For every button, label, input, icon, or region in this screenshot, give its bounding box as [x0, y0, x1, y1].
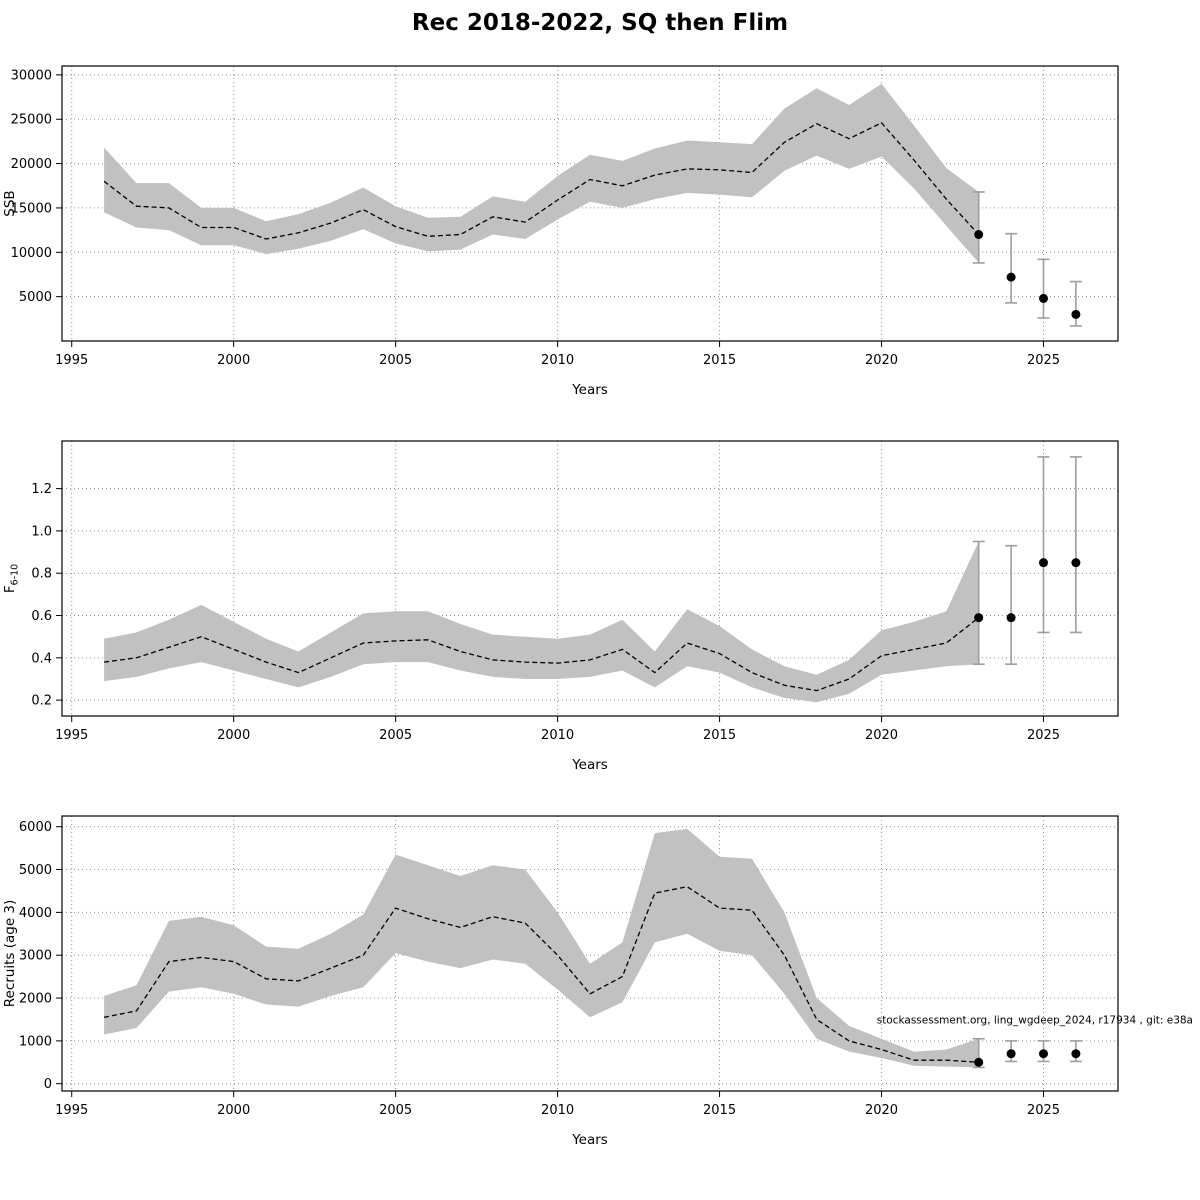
- recruits-y-tick-label: 5000: [19, 863, 52, 878]
- fbar-x-tick-label: 2000: [217, 728, 250, 743]
- fbar-x-tick-label: 2015: [703, 728, 736, 743]
- stockassessment-footnote: stockassessment.org, ling_wgdeep_2024, r…: [877, 1015, 1193, 1027]
- fbar-y-tick-label: 1.0: [31, 524, 52, 539]
- fbar-panel: 1995 2000 2005 2010 2015 2020 2025 0.2 0.4 0.6 0.8…: [0, 421, 1200, 796]
- fbar-x-tick-label: 2025: [1027, 728, 1060, 743]
- ssb-y-axis-label: SSB: [2, 190, 18, 216]
- recruits-forecast-point: [1038, 1049, 1048, 1059]
- ssb-y-tick-label: 20000: [11, 157, 52, 172]
- recruits-y-tick-label: 0: [44, 1077, 52, 1092]
- recruits-y-axis-label: Recruits (age 3): [2, 900, 18, 1008]
- fbar-y-tick-label: 0.2: [31, 694, 52, 709]
- fbar-x-tick-label: 2020: [865, 728, 898, 743]
- recruits-forecast-point: [1071, 1049, 1081, 1059]
- recruits-chart-svg: 1995 2000 2005 2010 2015 2020 2025 0 1000 2000 300…: [2, 815, 1193, 1148]
- recruits-x-tick-label: 2000: [217, 1103, 250, 1118]
- recruits-y-tick-label: 6000: [19, 820, 52, 835]
- fbar-x-axis-label: Years: [571, 757, 608, 773]
- recruits-x-tick-label: 2010: [541, 1103, 574, 1118]
- ssb-x-tick-label: 2010: [541, 353, 574, 368]
- recruits-y-tick-label: 1000: [19, 1034, 52, 1049]
- ssb-plot-box: [61, 65, 1119, 342]
- ssb-y-tick-label: 5000: [19, 290, 52, 305]
- ssb-y-tick-label: 10000: [11, 246, 52, 261]
- recruits-y-tick-label: 3000: [19, 949, 52, 964]
- ssb-confidence-band: [104, 83, 979, 263]
- ssb-chart-svg: 1995 2000 2005 2010 2015 2020 2025 5000 10000 150…: [2, 65, 1119, 398]
- fbar-forecast-points: [972, 456, 1082, 665]
- fbar-y-axis-label: F6-10: [2, 564, 21, 593]
- recruits-forecast-point: [974, 1057, 984, 1067]
- recruits-x-tick-label: 2025: [1027, 1103, 1060, 1118]
- ssb-x-tick-label: 2000: [217, 353, 250, 368]
- ssb-axes: 1995 2000 2005 2010 2015 2020 2025 5000 10000 150…: [2, 68, 1060, 398]
- fbar-chart-svg: 1995 2000 2005 2010 2015 2020 2025 0.2 0.4 0.6 0.8…: [2, 440, 1119, 773]
- recruits-x-axis-label: Years: [571, 1132, 608, 1148]
- fbar-y-tick-label: 0.4: [31, 651, 52, 666]
- fbar-forecast-point: [1006, 613, 1016, 623]
- ssb-y-tick-label: 30000: [11, 68, 52, 83]
- recruits-confidence-band: [104, 828, 979, 1068]
- fbar-y-tick-label: 0.6: [31, 609, 52, 624]
- fbar-x-tick-label: 2005: [379, 728, 412, 743]
- recruits-y-tick-label: 2000: [19, 992, 52, 1007]
- recruits-panel: 1995 2000 2005 2010 2015 2020 2025 0 1000 2000 300…: [0, 796, 1200, 1171]
- ssb-panel: 1995 2000 2005 2010 2015 2020 2025 5000 10000 150…: [0, 46, 1200, 421]
- ssb-y-tick-label: 25000: [11, 113, 52, 128]
- ssb-x-tick-label: 2020: [865, 353, 898, 368]
- ssb-x-tick-label: 2015: [703, 353, 736, 368]
- ssb-forecast-point: [1006, 272, 1016, 282]
- ssb-forecast-point: [974, 230, 984, 240]
- ssb-median-line: [103, 121, 980, 240]
- ssb-x-axis-label: Years: [571, 382, 608, 398]
- ssb-forecast-point: [1071, 309, 1081, 319]
- ssb-x-tick-label: 1995: [55, 353, 88, 368]
- fbar-forecast-point: [974, 613, 984, 623]
- recruits-median-line: [103, 886, 979, 1063]
- fbar-forecast-point: [1038, 558, 1048, 568]
- ssb-x-tick-label: 2005: [379, 353, 412, 368]
- stock-assessment-figure: Rec 2018-2022, SQ then Flim 1995 2000 2005…: [0, 10, 1200, 1171]
- fbar-forecast-point: [1071, 558, 1081, 568]
- recruits-plot-box: [61, 815, 1119, 1092]
- fbar-confidence-band: [104, 541, 979, 703]
- fbar-axes: 1995 2000 2005 2010 2015 2020 2025 0.2 0.4 0.6 0.8…: [2, 482, 1060, 773]
- fbar-y-tick-label: 1.2: [31, 482, 52, 497]
- figure-title: Rec 2018-2022, SQ then Flim: [411, 10, 789, 36]
- recruits-forecast-points: [972, 1037, 1082, 1069]
- fbar-y-tick-label: 0.8: [31, 567, 52, 582]
- ssb-grid: [62, 66, 1118, 341]
- recruits-x-tick-label: 2020: [865, 1103, 898, 1118]
- ssb-forecast-points: [972, 191, 1082, 327]
- recruits-forecast-point: [1006, 1049, 1016, 1059]
- fbar-x-tick-label: 1995: [55, 728, 88, 743]
- recruits-x-tick-label: 2005: [379, 1103, 412, 1118]
- recruits-y-tick-label: 4000: [19, 906, 52, 921]
- ssb-x-tick-label: 2025: [1027, 353, 1060, 368]
- fbar-plot-box: [61, 440, 1119, 717]
- ssb-y-tick-label: 15000: [11, 201, 52, 216]
- fbar-x-tick-label: 2010: [541, 728, 574, 743]
- recruits-x-tick-label: 1995: [55, 1103, 88, 1118]
- fbar-median-line: [104, 617, 980, 692]
- recruits-axes: 1995 2000 2005 2010 2015 2020 2025 0 1000 2000 300…: [2, 820, 1060, 1148]
- ssb-forecast-point: [1038, 293, 1048, 303]
- recruits-x-tick-label: 2015: [703, 1103, 736, 1118]
